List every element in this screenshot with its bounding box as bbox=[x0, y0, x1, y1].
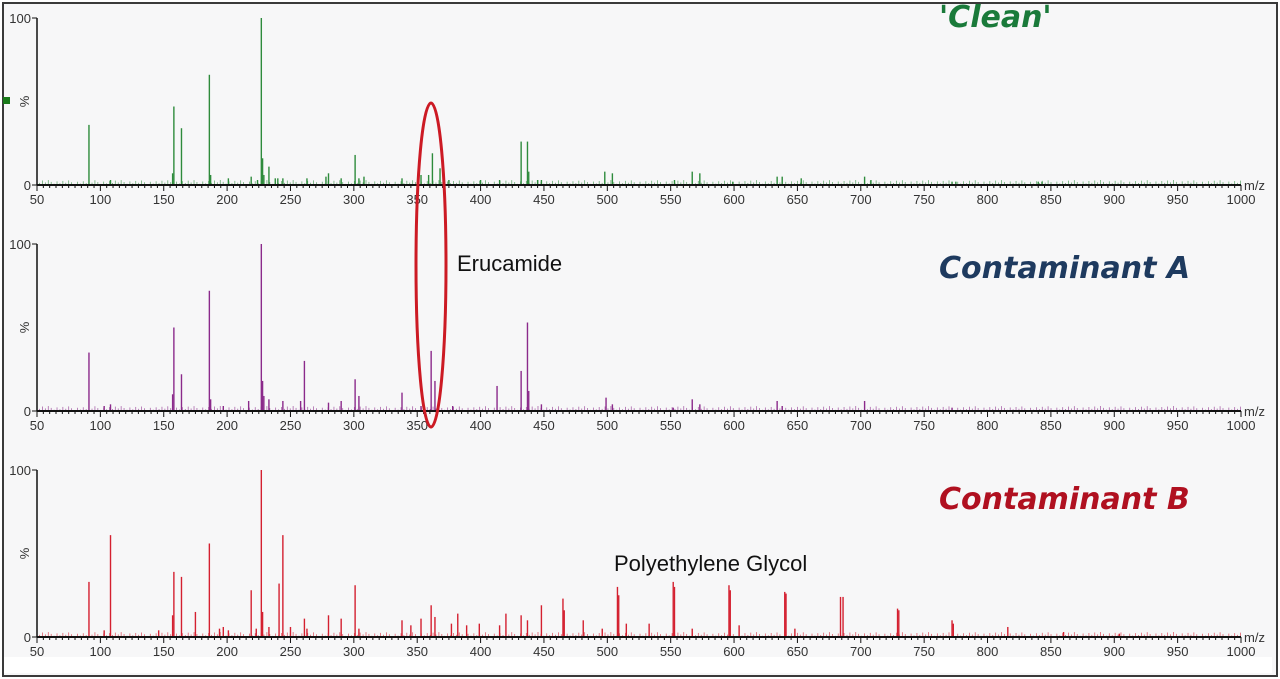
x-tick-label: 400 bbox=[470, 192, 492, 207]
x-tick-label: 1000 bbox=[1227, 418, 1256, 433]
x-tick-label: 800 bbox=[977, 418, 999, 433]
x-tick-label: 500 bbox=[596, 192, 618, 207]
x-tick-label: 150 bbox=[153, 192, 175, 207]
x-tick-label: 200 bbox=[216, 418, 238, 433]
x-tick-label: 400 bbox=[470, 644, 492, 659]
x-tick-label: 600 bbox=[723, 644, 745, 659]
x-tick-label: 250 bbox=[280, 644, 302, 659]
x-tick-label: 450 bbox=[533, 192, 555, 207]
x-tick-label: 900 bbox=[1103, 192, 1125, 207]
spectrum-panel-2: 1000%50 100 150 200 250 300 350 400 450 500 550 600… bbox=[9, 237, 1265, 433]
x-tick-label: 350 bbox=[406, 644, 428, 659]
x-tick-label: 500 bbox=[596, 418, 618, 433]
annotation-erucamide: Erucamide bbox=[457, 251, 563, 276]
x-tick-label: 200 bbox=[216, 644, 238, 659]
x-tick-label: 650 bbox=[787, 644, 809, 659]
panel-title-clean: 'Clean' bbox=[939, 0, 1052, 35]
x-tick-label: 250 bbox=[280, 418, 302, 433]
x-axis-label-mz: m/z bbox=[1244, 178, 1265, 193]
bottom-strip bbox=[4, 657, 1272, 673]
x-axis-label-mz: m/z bbox=[1244, 630, 1265, 645]
x-tick-label: 550 bbox=[660, 418, 682, 433]
channel-marker bbox=[3, 97, 10, 104]
x-tick-label: 250 bbox=[280, 192, 302, 207]
x-tick-label: 450 bbox=[533, 644, 555, 659]
x-tick-label: 100 bbox=[90, 644, 112, 659]
y-axis-label-percent: % bbox=[17, 321, 32, 333]
erucamide-highlight-ellipse bbox=[414, 101, 448, 429]
x-tick-label: 750 bbox=[913, 192, 935, 207]
x-tick-label: 950 bbox=[1167, 192, 1189, 207]
x-tick-label: 100 bbox=[90, 192, 112, 207]
x-tick-label: 50 bbox=[30, 192, 44, 207]
y-label-0: 0 bbox=[24, 178, 31, 193]
y-label-100: 100 bbox=[9, 237, 31, 252]
x-tick-label: 900 bbox=[1103, 418, 1125, 433]
y-label-0: 0 bbox=[24, 630, 31, 645]
x-tick-label: 450 bbox=[533, 418, 555, 433]
x-tick-label: 350 bbox=[406, 418, 428, 433]
x-tick-label: 800 bbox=[977, 192, 999, 207]
x-tick-label: 200 bbox=[216, 192, 238, 207]
x-tick-label: 300 bbox=[343, 418, 365, 433]
x-tick-label: 1000 bbox=[1227, 192, 1256, 207]
x-tick-label: 600 bbox=[723, 418, 745, 433]
x-tick-label: 600 bbox=[723, 192, 745, 207]
x-tick-label: 50 bbox=[30, 418, 44, 433]
x-tick-label: 150 bbox=[153, 644, 175, 659]
x-tick-label: 500 bbox=[596, 644, 618, 659]
annotation-polyethylene-glycol: Polyethylene Glycol bbox=[614, 551, 808, 576]
x-tick-label: 100 bbox=[90, 418, 112, 433]
x-tick-label: 550 bbox=[660, 192, 682, 207]
x-tick-label: 400 bbox=[470, 418, 492, 433]
x-tick-label: 50 bbox=[30, 644, 44, 659]
x-tick-label: 700 bbox=[850, 192, 872, 207]
x-tick-label: 300 bbox=[343, 192, 365, 207]
x-tick-label: 850 bbox=[1040, 192, 1062, 207]
x-tick-label: 700 bbox=[850, 418, 872, 433]
y-axis-label-percent: % bbox=[17, 547, 32, 559]
x-tick-label: 850 bbox=[1040, 644, 1062, 659]
panel-title-contaminant-a: Contaminant A bbox=[939, 251, 1191, 286]
x-tick-label: 900 bbox=[1103, 644, 1125, 659]
x-tick-label: 700 bbox=[850, 644, 872, 659]
x-tick-label: 850 bbox=[1040, 418, 1062, 433]
x-tick-label: 800 bbox=[977, 644, 999, 659]
spectrum-panel-3: 1000%50 100 150 200 250 300 350 400 450 500 550 600… bbox=[9, 463, 1265, 659]
x-tick-label: 1000 bbox=[1227, 644, 1256, 659]
x-tick-label: 650 bbox=[787, 192, 809, 207]
x-tick-label: 650 bbox=[787, 418, 809, 433]
panel-title-contaminant-b: Contaminant B bbox=[939, 482, 1190, 517]
x-tick-label: 150 bbox=[153, 418, 175, 433]
y-label-100: 100 bbox=[9, 463, 31, 478]
x-tick-label: 950 bbox=[1167, 418, 1189, 433]
y-label-100: 100 bbox=[9, 11, 31, 26]
y-label-0: 0 bbox=[24, 404, 31, 419]
x-tick-label: 750 bbox=[913, 644, 935, 659]
x-tick-label: 550 bbox=[660, 644, 682, 659]
x-tick-label: 750 bbox=[913, 418, 935, 433]
spectrum-panel-1: 1000%50 100 150 200 250 300 350 400 450 500 550 600… bbox=[9, 11, 1265, 207]
x-axis-label-mz: m/z bbox=[1244, 404, 1265, 419]
x-tick-label: 300 bbox=[343, 644, 365, 659]
x-tick-label: 950 bbox=[1167, 644, 1189, 659]
y-axis-label-percent: % bbox=[17, 95, 32, 107]
